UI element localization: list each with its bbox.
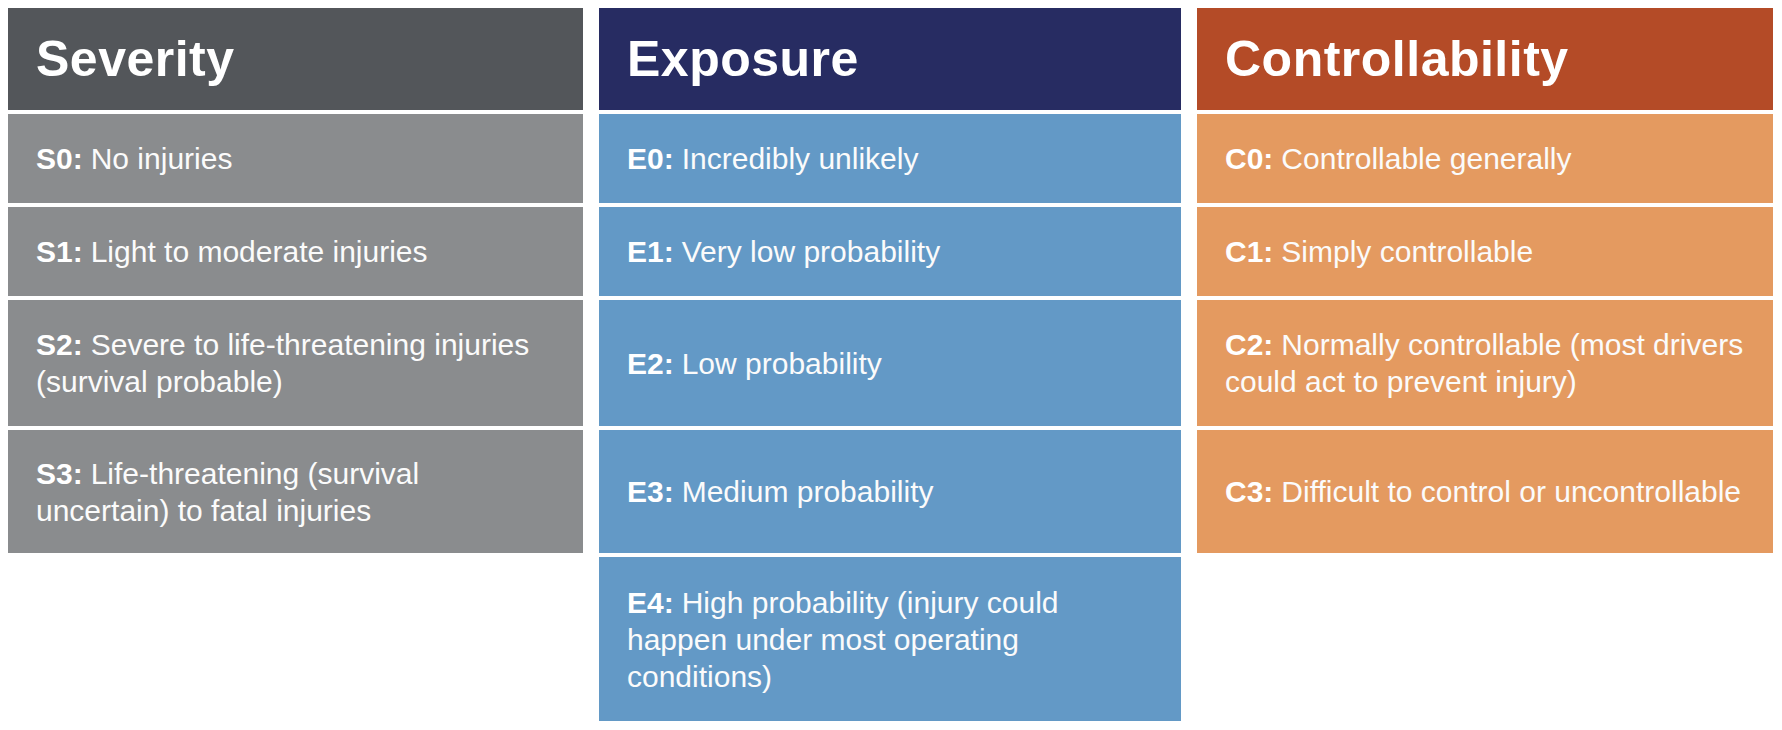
exposure-row-e4-code: E4:	[627, 586, 674, 619]
controllability-row-c2-code: C2:	[1225, 328, 1273, 361]
controllability-row-c3: C3:Difficult to control or uncontrollabl…	[1197, 430, 1773, 553]
controllability-row-c2-text: Normally controllable (most drivers coul…	[1225, 328, 1743, 398]
exposure-row-e0-code: E0:	[627, 142, 674, 175]
severity-row-s1: S1:Light to moderate injuries	[8, 207, 583, 296]
severity-row-s2: S2:Severe to life-threatening injuries (…	[8, 300, 583, 426]
severity-row-s2-text: Severe to life-threatening injuries (sur…	[36, 328, 529, 398]
controllability-row-c0-text: Controllable generally	[1281, 142, 1571, 175]
severity-row-s0: S0:No injuries	[8, 114, 583, 203]
exposure-row-e1-code: E1:	[627, 235, 674, 268]
severity-row-s3-text: Life-threatening (survival uncertain) to…	[36, 457, 419, 527]
asil-classification-tables: Severity S0:No injuries S1:Light to mode…	[0, 0, 1782, 730]
severity-row-s1-text: Light to moderate injuries	[91, 235, 428, 268]
controllability-row-c0-code: C0:	[1225, 142, 1273, 175]
severity-row-s3-code: S3:	[36, 457, 83, 490]
exposure-row-e2-code: E2:	[627, 347, 674, 380]
controllability-row-c2: C2:Normally controllable (most drivers c…	[1197, 300, 1773, 426]
exposure-row-e1: E1:Very low probability	[599, 207, 1181, 296]
exposure-row-e1-text: Very low probability	[682, 235, 940, 268]
controllability-title: Controllability	[1225, 30, 1569, 88]
exposure-row-e3: E3:Medium probability	[599, 430, 1181, 553]
severity-row-s2-code: S2:	[36, 328, 83, 361]
exposure-row-e0: E0:Incredibly unlikely	[599, 114, 1181, 203]
controllability-row-c3-text: Difficult to control or uncontrollable	[1281, 475, 1741, 508]
controllability-row-c0: C0:Controllable generally	[1197, 114, 1773, 203]
controllability-row-c1-text: Simply controllable	[1281, 235, 1533, 268]
controllability-row-c1-code: C1:	[1225, 235, 1273, 268]
exposure-row-e3-code: E3:	[627, 475, 674, 508]
severity-title: Severity	[36, 30, 235, 88]
exposure-header: Exposure	[599, 8, 1181, 110]
exposure-row-e3-text: Medium probability	[682, 475, 934, 508]
controllability-row-c1: C1:Simply controllable	[1197, 207, 1773, 296]
exposure-row-e4: E4:High probability (injury could happen…	[599, 557, 1181, 721]
exposure-title: Exposure	[627, 30, 859, 88]
controllability-header: Controllability	[1197, 8, 1773, 110]
severity-row-s1-code: S1:	[36, 235, 83, 268]
controllability-row-c3-code: C3:	[1225, 475, 1273, 508]
severity-row-s0-code: S0:	[36, 142, 83, 175]
severity-header: Severity	[8, 8, 583, 110]
exposure-row-e2-text: Low probability	[682, 347, 882, 380]
severity-row-s0-text: No injuries	[91, 142, 233, 175]
severity-row-s3: S3:Life-threatening (survival uncertain)…	[8, 430, 583, 553]
exposure-row-e4-text: High probability (injury could happen un…	[627, 586, 1059, 693]
exposure-row-e2: E2:Low probability	[599, 300, 1181, 426]
exposure-row-e0-text: Incredibly unlikely	[682, 142, 919, 175]
